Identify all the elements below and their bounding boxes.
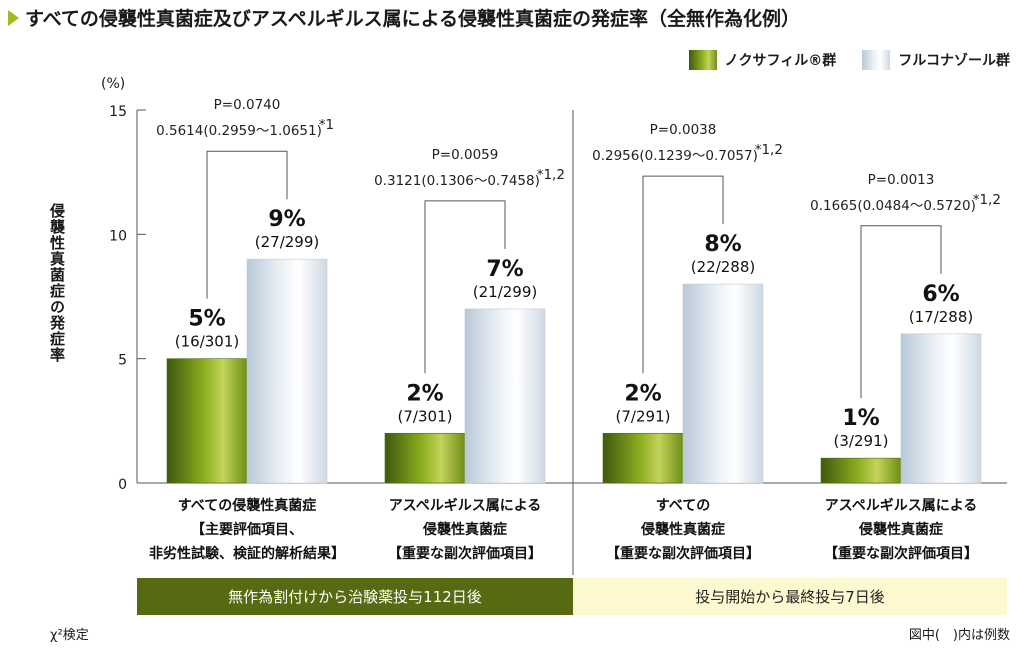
comparison-bracket xyxy=(860,225,942,399)
category-label: 侵襲性真菌症 xyxy=(640,521,725,538)
category-label: 【重要な副次評価項目】 xyxy=(824,545,978,562)
footnote-test: χ²検定 xyxy=(50,628,89,643)
ci-footnote-mark: *1,2 xyxy=(755,142,783,158)
legend-label-series2: フルコナゾール群 xyxy=(898,53,1010,69)
bar-series1-cat1 xyxy=(166,358,248,484)
y-tick-label: 15 xyxy=(109,104,127,120)
bar-value-label: 7% xyxy=(486,257,523,282)
ci-label: 0.2956(0.1239～0.7057) xyxy=(592,148,758,164)
bar-count-label: (3/291) xyxy=(834,432,889,450)
bar-value-label: 1% xyxy=(842,406,879,431)
y-axis-title: 侵襲性真菌症の発症率 xyxy=(48,203,66,363)
bar-series2-cat1 xyxy=(246,258,328,484)
category-label: 【重要な副次評価項目】 xyxy=(388,545,542,562)
y-tick-label: 0 xyxy=(118,477,127,493)
y-tick-label: 10 xyxy=(109,228,127,244)
category-label: 非劣性試験、検証的解析結果】 xyxy=(149,545,345,562)
bar-value-label: 9% xyxy=(268,207,305,232)
p-value-label: P=0.0013 xyxy=(868,172,935,188)
footnote-count: 図中( )内は例数 xyxy=(908,628,1010,643)
bar-count-label: (22/288) xyxy=(691,258,755,276)
legend-swatch-series2 xyxy=(862,50,891,70)
category-label: 侵襲性真菌症 xyxy=(858,521,943,538)
p-value-label: P=0.0740 xyxy=(214,97,281,113)
ci-label: 0.5614(0.2959～1.0651) xyxy=(156,123,322,139)
category-label: すべての侵襲性真菌症 xyxy=(178,497,316,514)
bar-series1-cat2 xyxy=(384,432,466,484)
category-label: 【主要評価項目、 xyxy=(191,521,303,538)
ci-label: 0.1665(0.0484～0.5720) xyxy=(810,198,976,214)
bar-value-label: 5% xyxy=(188,307,225,332)
bar-count-label: (7/301) xyxy=(398,407,453,425)
y-tick-label: 5 xyxy=(118,353,127,369)
category-label: 【重要な副次評価項目】 xyxy=(606,545,760,562)
comparison-bracket xyxy=(206,150,288,299)
category-label: 侵襲性真菌症 xyxy=(422,521,507,538)
bar-series1-cat4 xyxy=(820,457,902,484)
bar-series2-cat4 xyxy=(900,333,982,484)
ci-footnote-mark: *1,2 xyxy=(973,192,1001,208)
bar-count-label: (7/291) xyxy=(616,407,671,425)
y-axis-unit: (%) xyxy=(101,76,126,92)
bar-value-label: 8% xyxy=(704,232,741,257)
bar-series1-cat3 xyxy=(602,432,684,484)
legend-label-series1: ノクサフィル®群 xyxy=(724,53,837,69)
ci-label: 0.3121(0.1306～0.7458) xyxy=(374,173,540,189)
bar-count-label: (21/299) xyxy=(473,283,537,301)
p-value-label: P=0.0059 xyxy=(432,147,499,163)
comparison-bracket xyxy=(424,200,506,374)
bar-count-label: (27/299) xyxy=(255,233,319,251)
category-label: アスペルギルス属による xyxy=(389,497,542,514)
bar-count-label: (17/288) xyxy=(909,308,973,326)
bar-value-label: 6% xyxy=(922,282,959,307)
bar-value-label: 2% xyxy=(624,381,661,406)
category-label: すべての xyxy=(656,498,710,514)
legend-swatch-series1 xyxy=(688,50,717,70)
legend: ノクサフィル®群 フルコナゾール群 xyxy=(688,50,1010,70)
category-label: アスペルギルス属による xyxy=(825,497,978,514)
bar-count-label: (16/301) xyxy=(175,333,239,351)
p-value-label: P=0.0038 xyxy=(650,122,717,138)
ci-footnote-mark: *1 xyxy=(319,117,334,133)
period-band-2: 投与開始から最終投与7日後 xyxy=(573,578,1007,615)
bar-value-label: 2% xyxy=(406,381,443,406)
chart-title: すべての侵襲性真菌症及びアスペルギルス属による侵襲性真菌症の発症率（全無作為化例… xyxy=(8,4,800,31)
bar-series2-cat2 xyxy=(464,308,546,484)
bar-series2-cat3 xyxy=(682,283,764,484)
comparison-bracket xyxy=(642,175,724,374)
title-triangle-icon xyxy=(8,9,19,26)
chart-title-text: すべての侵襲性真菌症及びアスペルギルス属による侵襲性真菌症の発症率（全無作為化例… xyxy=(25,8,801,30)
period-band-1: 無作為割付けから治験薬投与112日後 xyxy=(137,578,573,615)
ci-footnote-mark: *1,2 xyxy=(537,167,565,183)
